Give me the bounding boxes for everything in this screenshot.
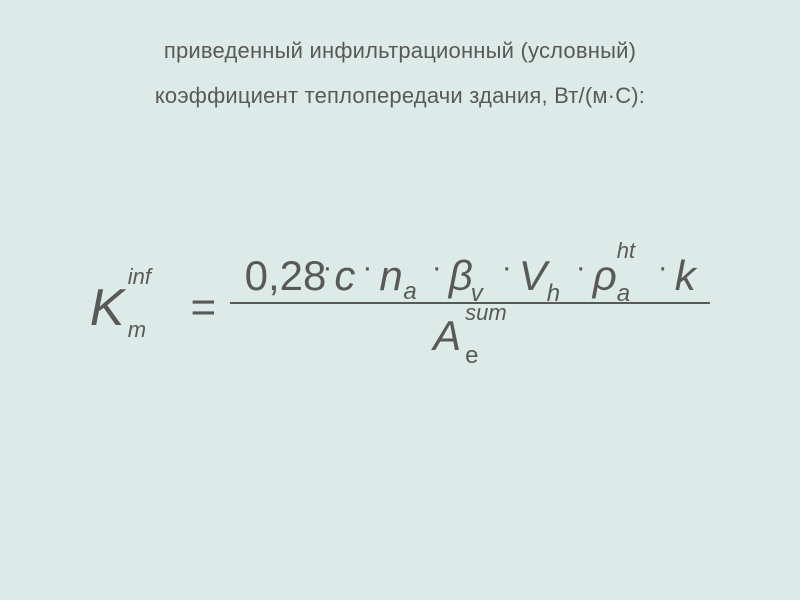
var-n-sub: a bbox=[403, 278, 416, 306]
lhs-sup: inf bbox=[128, 264, 151, 290]
formula: K inf m = 0,28 · c · n a · β v · bbox=[90, 250, 710, 366]
dot-5: · bbox=[576, 251, 586, 285]
formula-heading: приведенный инфильтрационный (условный) … bbox=[0, 28, 800, 118]
numerator: 0,28 · c · n a · β v · V h · bbox=[239, 250, 702, 302]
dot-4: · bbox=[502, 251, 512, 285]
lhs-base: K bbox=[90, 279, 125, 337]
lhs-sub: m bbox=[128, 317, 146, 343]
var-rho-base: ρ bbox=[593, 252, 617, 299]
var-rho-sub: a bbox=[617, 280, 630, 308]
heading-line-2: коэффициент теплопередачи здания, Вт/(м·… bbox=[0, 73, 800, 118]
formula-container: K inf m = 0,28 · c · n a · β v · bbox=[0, 250, 800, 366]
var-A-sub: e bbox=[465, 342, 478, 370]
var-A-sup: sum bbox=[465, 300, 507, 326]
heading-line-1: приведенный инфильтрационный (условный) bbox=[0, 28, 800, 73]
var-k: k bbox=[675, 252, 696, 300]
var-A-base: A bbox=[433, 312, 461, 359]
term-n: n a bbox=[379, 252, 402, 300]
lhs-term: K inf m bbox=[90, 282, 125, 334]
fraction: 0,28 · c · n a · β v · V h · bbox=[230, 250, 710, 366]
dot-6: · bbox=[658, 251, 668, 285]
dot-3: · bbox=[432, 251, 442, 285]
var-rho-sup: ht bbox=[617, 238, 635, 264]
dot-1: · bbox=[322, 251, 332, 285]
term-V: V h bbox=[519, 252, 547, 300]
var-beta-base: β bbox=[449, 252, 473, 299]
dot-2: · bbox=[362, 251, 372, 285]
var-n-base: n bbox=[379, 252, 402, 299]
coefficient: 0,28 bbox=[245, 252, 327, 300]
term-rho: ρ ht a bbox=[593, 252, 617, 300]
var-c: c bbox=[334, 252, 355, 300]
var-V-base: V bbox=[519, 252, 547, 299]
denominator: A sum e bbox=[427, 304, 513, 366]
equals-sign: = bbox=[190, 283, 216, 333]
term-beta: β v bbox=[449, 252, 473, 300]
term-A: A sum e bbox=[433, 312, 461, 360]
var-V-sub: h bbox=[547, 280, 560, 308]
